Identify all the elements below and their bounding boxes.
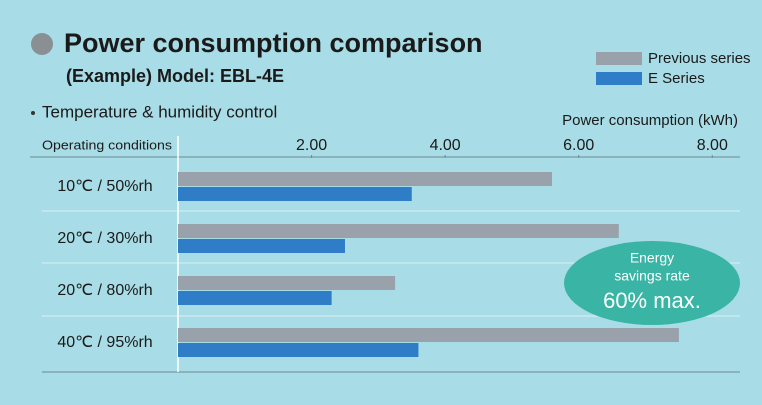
legend-label: Previous series	[648, 50, 751, 67]
x-tick-label: 6.00	[563, 137, 594, 154]
annotation-text: 60% max.	[603, 288, 701, 313]
y-tick-label: 20℃ / 80%rh	[57, 282, 152, 299]
section-bullet	[31, 111, 35, 115]
annotation-text: Energy	[630, 250, 674, 266]
y-axis-label: Operating conditions	[42, 137, 173, 152]
legend-swatch	[596, 72, 642, 85]
bar	[178, 224, 619, 238]
annotation-text: savings rate	[614, 268, 690, 284]
y-tick-label: 40℃ / 95%rh	[57, 334, 152, 351]
bar	[178, 172, 552, 186]
title-bullet	[31, 33, 53, 55]
x-tick-label: 8.00	[697, 137, 728, 154]
bar	[178, 276, 396, 290]
annotation-badge	[564, 241, 740, 325]
chart-title: Power consumption comparison	[64, 28, 483, 58]
chart-subtitle: (Example) Model: EBL-4E	[66, 66, 284, 86]
bar	[178, 187, 412, 201]
y-tick-label: 20℃ / 30%rh	[57, 230, 152, 247]
section-label: Temperature & humidity control	[42, 102, 277, 121]
bar	[178, 328, 679, 342]
bar	[178, 291, 332, 305]
legend-label: E Series	[648, 70, 705, 87]
legend-swatch	[596, 52, 642, 65]
x-axis-label: Power consumption (kWh)	[562, 112, 738, 129]
y-tick-label: 10℃ / 50%rh	[57, 178, 152, 195]
x-tick-label: 2.00	[296, 137, 327, 154]
bar	[178, 343, 419, 357]
x-tick-label: 4.00	[430, 137, 461, 154]
bar	[178, 239, 345, 253]
